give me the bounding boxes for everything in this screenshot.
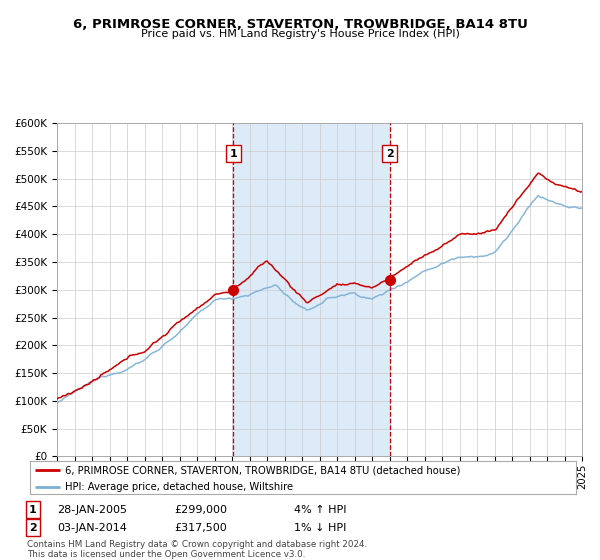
Text: Price paid vs. HM Land Registry's House Price Index (HPI): Price paid vs. HM Land Registry's House …: [140, 29, 460, 39]
Text: 1% ↓ HPI: 1% ↓ HPI: [294, 522, 346, 533]
Text: Contains HM Land Registry data © Crown copyright and database right 2024.: Contains HM Land Registry data © Crown c…: [27, 540, 367, 549]
Text: 03-JAN-2014: 03-JAN-2014: [57, 522, 127, 533]
Text: This data is licensed under the Open Government Licence v3.0.: This data is licensed under the Open Gov…: [27, 550, 305, 559]
Text: £299,000: £299,000: [174, 505, 227, 515]
Text: 1: 1: [29, 505, 37, 515]
Text: 4% ↑ HPI: 4% ↑ HPI: [294, 505, 347, 515]
Text: 6, PRIMROSE CORNER, STAVERTON, TROWBRIDGE, BA14 8TU (detached house): 6, PRIMROSE CORNER, STAVERTON, TROWBRIDG…: [65, 465, 461, 475]
Text: 28-JAN-2005: 28-JAN-2005: [57, 505, 127, 515]
Text: HPI: Average price, detached house, Wiltshire: HPI: Average price, detached house, Wilt…: [65, 482, 293, 492]
Bar: [233, 123, 389, 456]
Text: 1: 1: [229, 149, 237, 158]
Text: £317,500: £317,500: [174, 522, 227, 533]
Text: 6, PRIMROSE CORNER, STAVERTON, TROWBRIDGE, BA14 8TU: 6, PRIMROSE CORNER, STAVERTON, TROWBRIDG…: [73, 18, 527, 31]
Text: 2: 2: [29, 522, 37, 533]
Text: 2: 2: [386, 149, 394, 158]
